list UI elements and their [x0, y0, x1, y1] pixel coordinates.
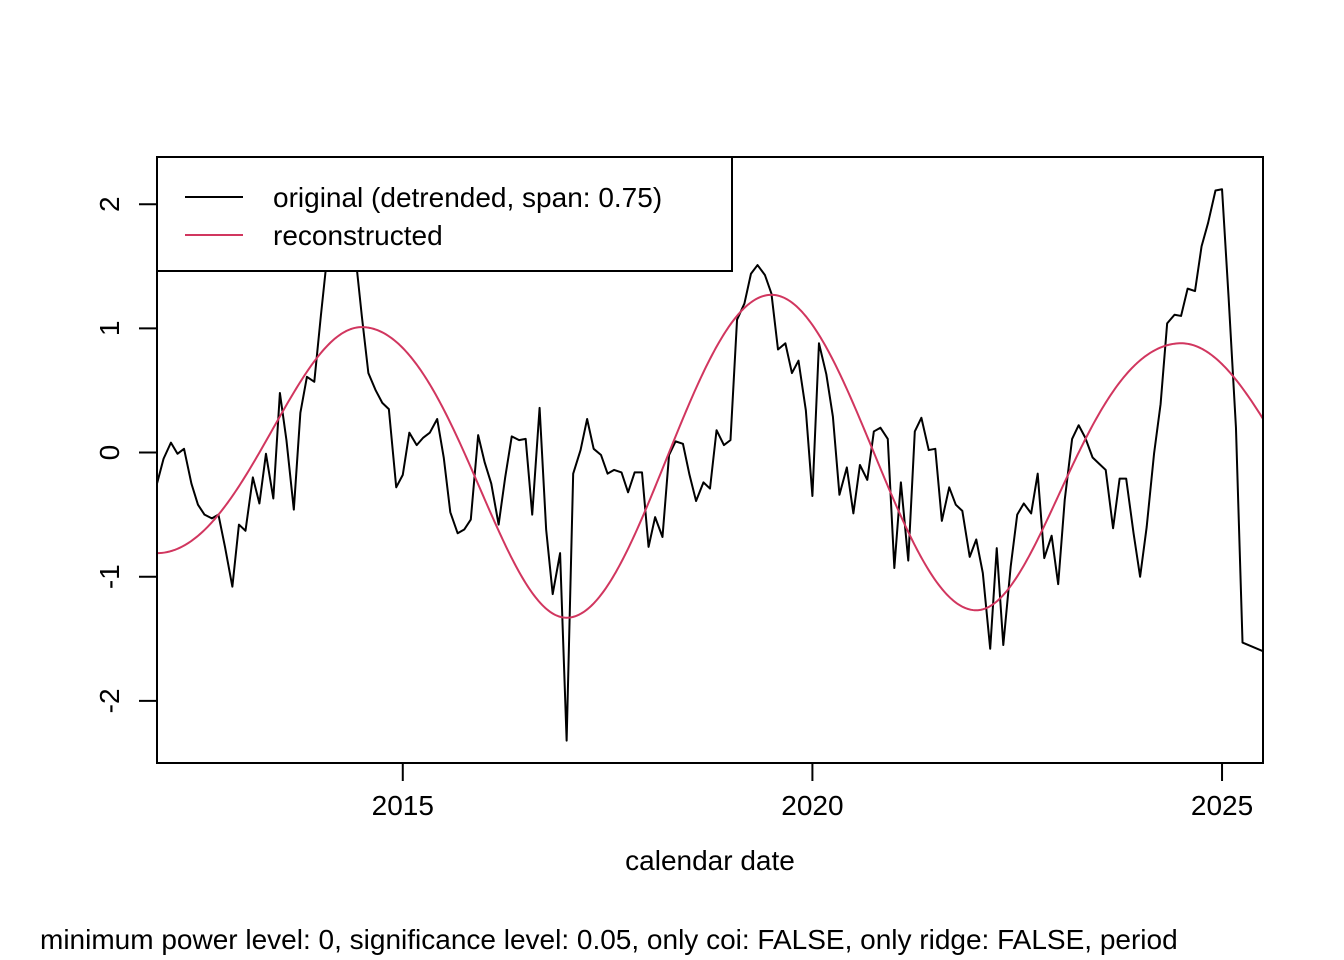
- y-tick-label: -1: [94, 564, 125, 589]
- series-reconstructed-line: [157, 293, 1263, 619]
- x-tick-label: 2015: [372, 790, 434, 821]
- legend-label: original (detrended, span: 0.75): [273, 182, 662, 213]
- x-tick-label: 2020: [781, 790, 843, 821]
- legend-box: [156, 156, 733, 272]
- x-tick-label: 2025: [1191, 790, 1253, 821]
- y-tick-label: -2: [94, 688, 125, 713]
- chart-subtitle: minimum power level: 0, significance lev…: [40, 924, 1178, 955]
- y-tick-label: 2: [94, 196, 125, 212]
- legend-label: reconstructed: [273, 220, 443, 251]
- axes: 2015 2020 2025 -2 -1 0 1 2: [94, 156, 1264, 821]
- y-tick-label: 1: [94, 321, 125, 337]
- y-tick-label: 0: [94, 445, 125, 461]
- legend: original (detrended, span: 0.75) reconstr…: [156, 156, 733, 272]
- x-axis-title: calendar date: [625, 845, 795, 876]
